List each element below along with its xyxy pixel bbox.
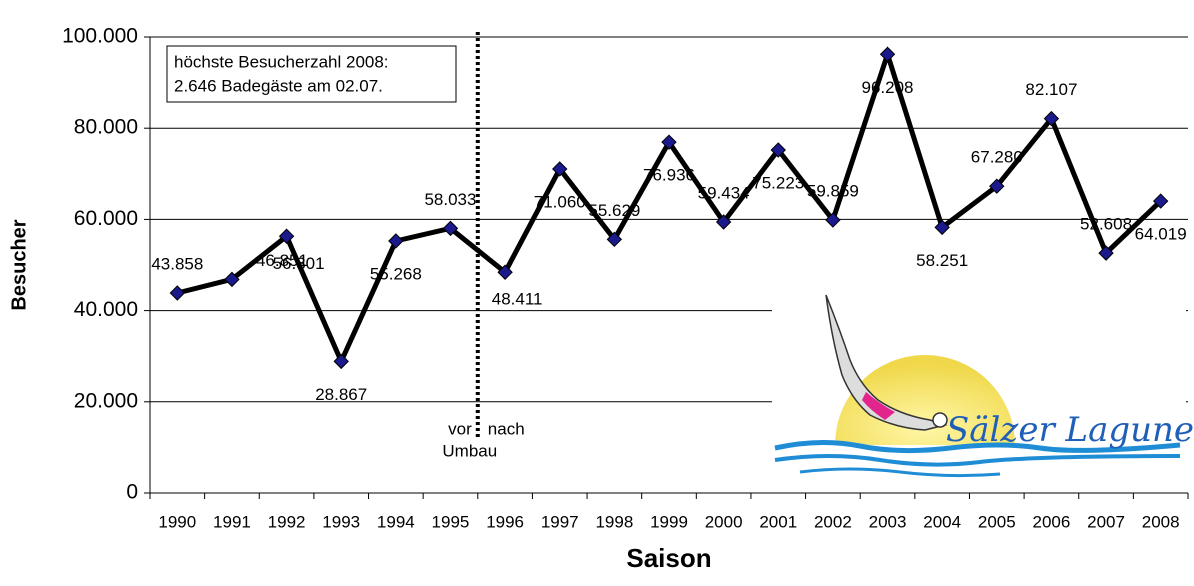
annotation-box xyxy=(166,45,457,103)
x-tick-label: 1995 xyxy=(432,512,470,531)
data-label: 43.858 xyxy=(151,254,203,273)
data-label: 71.060 xyxy=(534,192,586,211)
marker xyxy=(442,220,459,237)
marker xyxy=(606,231,623,248)
x-tick-label: 1997 xyxy=(541,512,579,531)
logo: Sälzer Lagune xyxy=(772,294,1194,488)
wave xyxy=(799,467,1001,478)
marker xyxy=(934,219,950,236)
logo-text: Sälzer Lagune xyxy=(946,410,1194,450)
annotation: höchste Besucherzahl 2008: xyxy=(174,52,389,71)
marker xyxy=(770,142,786,158)
marker xyxy=(278,228,295,244)
x-tick-label: 1996 xyxy=(486,512,524,531)
x-tick-label: 2002 xyxy=(814,512,852,531)
marker xyxy=(333,353,349,370)
swimsuit xyxy=(862,392,895,420)
data-label: 56.301 xyxy=(273,254,325,273)
x-tick-label: 2005 xyxy=(978,512,1016,531)
data-label: 28.867 xyxy=(315,385,367,404)
x-tick-label: 1999 xyxy=(650,512,688,531)
data-label: 46.851 xyxy=(256,251,308,270)
marker xyxy=(661,134,677,150)
x-tick-label: 2007 xyxy=(1087,512,1125,531)
diver-head xyxy=(932,412,948,428)
x-tick-label: 2006 xyxy=(1033,512,1071,531)
sun xyxy=(835,355,1015,445)
y-axis-title: Besucher xyxy=(8,219,30,310)
x-tick-label: 1993 xyxy=(322,512,360,531)
x-tick-label: 2000 xyxy=(705,512,743,531)
wave xyxy=(774,439,1181,454)
y-tick-label: 80.000 xyxy=(74,116,138,139)
data-label: 55.629 xyxy=(588,201,640,220)
x-tick-label: 2004 xyxy=(923,512,961,531)
data-label: 52.608 xyxy=(1080,215,1132,234)
annotation: Umbau xyxy=(442,441,497,460)
annotation: 2.646 Badegäste am 02.07. xyxy=(174,76,383,95)
data-label: 96.208 xyxy=(862,78,914,97)
y-tick-label: 20.000 xyxy=(74,389,138,412)
x-tick-label: 2008 xyxy=(1142,512,1180,531)
data-label: 64.019 xyxy=(1135,225,1187,244)
data-label: 55.268 xyxy=(370,264,422,283)
marker xyxy=(169,285,186,301)
data-label: 67.280 xyxy=(971,148,1023,167)
marker xyxy=(1098,245,1114,261)
marker xyxy=(497,264,513,280)
x-axis-title: Saison xyxy=(626,543,711,573)
marker xyxy=(989,178,1005,194)
marker xyxy=(879,46,896,62)
x-tick-label: 1991 xyxy=(213,512,251,531)
marker xyxy=(715,214,732,230)
y-tick-label: 60.000 xyxy=(74,207,138,230)
x-tick-label: 1994 xyxy=(377,512,415,531)
diver xyxy=(825,294,948,431)
marker xyxy=(388,233,404,249)
data-label: 82.107 xyxy=(1025,80,1077,99)
x-tick-label: 1998 xyxy=(595,512,633,531)
annotation: vor xyxy=(448,419,472,438)
y-tick-label: 40.000 xyxy=(74,298,138,321)
data-label: 59.859 xyxy=(807,182,859,201)
y-tick-label: 100.000 xyxy=(62,25,138,48)
data-label: 58.033 xyxy=(424,190,476,209)
marker xyxy=(1152,193,1169,209)
x-tick-label: 1992 xyxy=(268,512,306,531)
y-tick-label: 0 xyxy=(126,481,138,504)
x-tick-label: 2003 xyxy=(869,512,907,531)
x-tick-label: 2001 xyxy=(759,512,797,531)
wave xyxy=(774,454,1181,467)
data-label: 58.251 xyxy=(916,251,968,270)
annotation: nach xyxy=(488,419,525,438)
marker xyxy=(224,271,240,288)
data-label: 76.936 xyxy=(643,166,695,185)
x-tick-label: 1990 xyxy=(158,512,196,531)
marker xyxy=(1043,110,1060,127)
marker xyxy=(825,212,841,228)
marker xyxy=(552,161,568,177)
data-label: 59.434 xyxy=(698,183,750,202)
data-label: 75.223 xyxy=(752,173,804,192)
data-label: 48.411 xyxy=(492,290,543,309)
